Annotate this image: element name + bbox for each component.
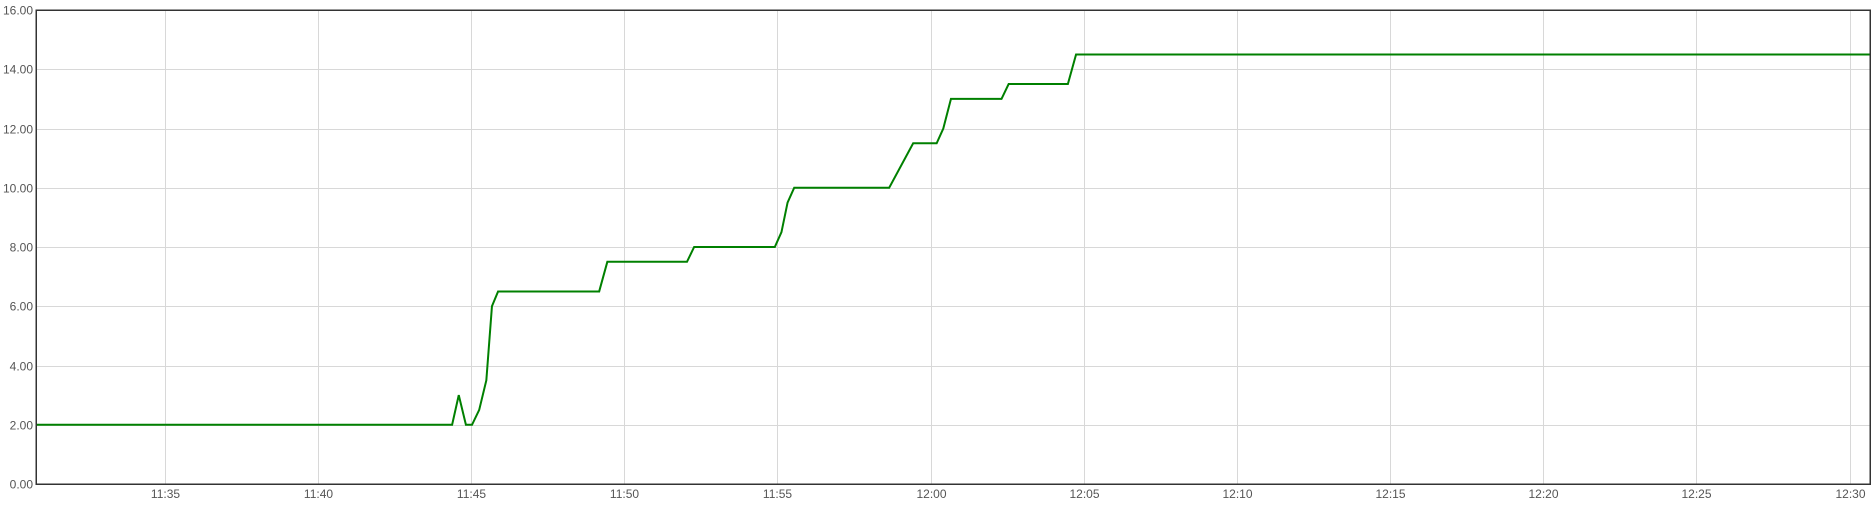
x-tick-label: 12:25 bbox=[1681, 487, 1711, 501]
y-tick-label: 0.00 bbox=[10, 478, 34, 492]
y-tick-label: 2.00 bbox=[10, 419, 34, 433]
y-axis-tick-labels: 0.00 2.00 4.00 6.00 8.00 10.00 12.00 14.00 16.00 bbox=[3, 4, 33, 492]
y-tick-label: 14.00 bbox=[3, 63, 33, 77]
x-tick-label: 12:15 bbox=[1375, 487, 1405, 501]
plot-frame bbox=[35, 9, 1871, 485]
y-tick-label: 16.00 bbox=[3, 4, 33, 18]
x-tick-label: 12:00 bbox=[916, 487, 946, 501]
x-tick-label: 12:05 bbox=[1069, 487, 1099, 501]
x-tick-label: 11:50 bbox=[610, 487, 639, 501]
series-line bbox=[36, 53, 1870, 426]
x-tick-label: 11:35 bbox=[151, 487, 180, 501]
x-axis-tick-labels: 11:35 11:40 11:45 11:50 11:55 12:00 12:05 12:10… bbox=[151, 487, 1866, 501]
x-tick-label: 11:55 bbox=[763, 487, 792, 501]
x-tick-label: 11:40 bbox=[304, 487, 333, 501]
y-tick-label: 4.00 bbox=[10, 360, 34, 374]
y-tick-label: 12.00 bbox=[3, 123, 33, 137]
y-tick-label: 6.00 bbox=[10, 300, 34, 314]
x-tick-label: 12:10 bbox=[1222, 487, 1252, 501]
x-tick-label: 11:45 bbox=[457, 487, 486, 501]
y-tick-label: 8.00 bbox=[10, 241, 34, 255]
x-tick-label: 12:20 bbox=[1528, 487, 1558, 501]
series-layer bbox=[36, 53, 1870, 426]
y-tick-label: 10.00 bbox=[3, 182, 33, 196]
x-tick-label: 12:30 bbox=[1835, 487, 1865, 501]
grid-lines bbox=[36, 10, 1870, 485]
